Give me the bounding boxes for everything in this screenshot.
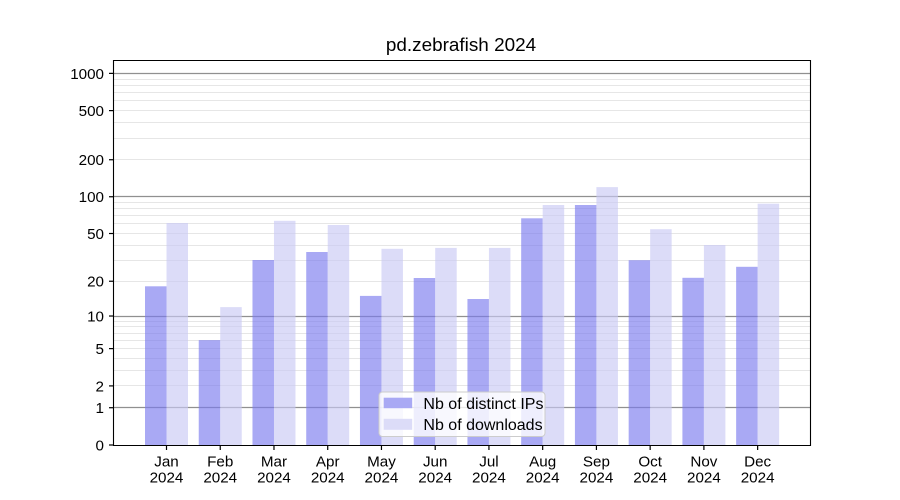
svg-text:2024: 2024 (257, 470, 291, 487)
svg-text:50: 50 (87, 226, 104, 243)
svg-text:2024: 2024 (687, 470, 721, 487)
svg-text:1: 1 (96, 400, 104, 417)
svg-text:2024: 2024 (311, 470, 345, 487)
svg-text:2: 2 (96, 378, 104, 395)
svg-text:2024: 2024 (150, 470, 184, 487)
svg-text:Jul: Jul (479, 454, 498, 471)
svg-text:Dec: Dec (744, 454, 771, 471)
svg-text:Jan: Jan (154, 454, 179, 471)
svg-text:2024: 2024 (418, 470, 452, 487)
svg-text:Nb of downloads: Nb of downloads (423, 417, 542, 434)
svg-text:pd.zebrafish 2024: pd.zebrafish 2024 (386, 35, 536, 56)
svg-text:Mar: Mar (261, 454, 287, 471)
svg-text:1000: 1000 (70, 66, 104, 83)
svg-text:2024: 2024 (580, 470, 614, 487)
svg-text:100: 100 (79, 189, 104, 206)
svg-text:10: 10 (87, 308, 104, 325)
svg-text:May: May (367, 454, 396, 471)
svg-text:200: 200 (79, 152, 104, 169)
svg-text:2024: 2024 (203, 470, 237, 487)
svg-text:Aug: Aug (529, 454, 556, 471)
svg-text:0: 0 (96, 437, 104, 454)
svg-text:5: 5 (96, 341, 104, 358)
svg-text:Apr: Apr (316, 454, 340, 471)
svg-text:Nb of distinct IPs: Nb of distinct IPs (423, 396, 543, 413)
svg-text:500: 500 (79, 103, 104, 120)
svg-text:2024: 2024 (472, 470, 506, 487)
svg-text:2024: 2024 (365, 470, 399, 487)
svg-text:2024: 2024 (526, 470, 560, 487)
svg-text:Sep: Sep (583, 454, 610, 471)
svg-text:20: 20 (87, 274, 104, 291)
svg-text:Jun: Jun (423, 454, 448, 471)
svg-text:Oct: Oct (638, 454, 662, 471)
svg-text:2024: 2024 (633, 470, 667, 487)
svg-text:Nov: Nov (690, 454, 717, 471)
svg-text:2024: 2024 (741, 470, 775, 487)
svg-text:Feb: Feb (207, 454, 233, 471)
